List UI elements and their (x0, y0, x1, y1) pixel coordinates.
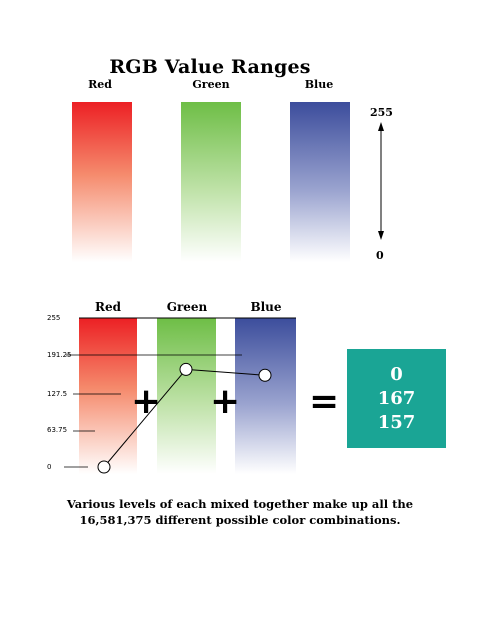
top-green-gradient-bar (181, 102, 241, 262)
red-value-marker (97, 460, 111, 474)
green-value-marker (179, 362, 193, 376)
y-tick-255: 255 (47, 314, 61, 322)
y-tick-191: 191.25 (47, 351, 72, 359)
caption-line-2: 16,581,375 different possible color comb… (79, 513, 401, 527)
plus-sign-1: + (131, 381, 162, 422)
result-green-value: 167 (377, 387, 416, 409)
plus-sign-2: + (210, 381, 241, 422)
top-label-green: Green (192, 78, 230, 91)
caption-line-1: Various levels of each mixed together ma… (66, 497, 414, 511)
value-connector-2 (185, 368, 266, 376)
equals-sign: = (309, 381, 340, 422)
result-blue-value: 157 (377, 411, 416, 433)
y-tick-63: 63.75 (47, 426, 68, 434)
y-tick-127: 127.5 (47, 390, 68, 398)
bottom-blue-gradient-bar (235, 318, 296, 474)
top-blue-gradient-bar (290, 102, 350, 262)
bottom-label-red: Red (95, 300, 121, 314)
scale-max-label: 255 (370, 106, 393, 119)
bottom-label-blue: Blue (250, 300, 282, 314)
value-connector-1 (103, 369, 187, 468)
top-label-blue: Blue (304, 78, 334, 91)
scale-arrow (378, 122, 384, 240)
page-title: RGB Value Ranges (109, 56, 311, 78)
scale-min-label: 0 (376, 249, 384, 262)
result-red-value: 0 (390, 363, 403, 385)
bottom-green-gradient-bar (157, 318, 216, 474)
caption: Various levels of each mixed together ma… (30, 496, 450, 528)
bottom-red-gradient-bar (79, 318, 137, 474)
value-plot (97, 362, 272, 474)
blue-value-marker (258, 368, 272, 382)
result-color-box: 0 167 157 (347, 349, 446, 448)
bottom-label-green: Green (166, 300, 208, 314)
y-tick-0: 0 (47, 463, 52, 471)
top-label-red: Red (88, 78, 112, 91)
top-red-gradient-bar (72, 102, 132, 262)
